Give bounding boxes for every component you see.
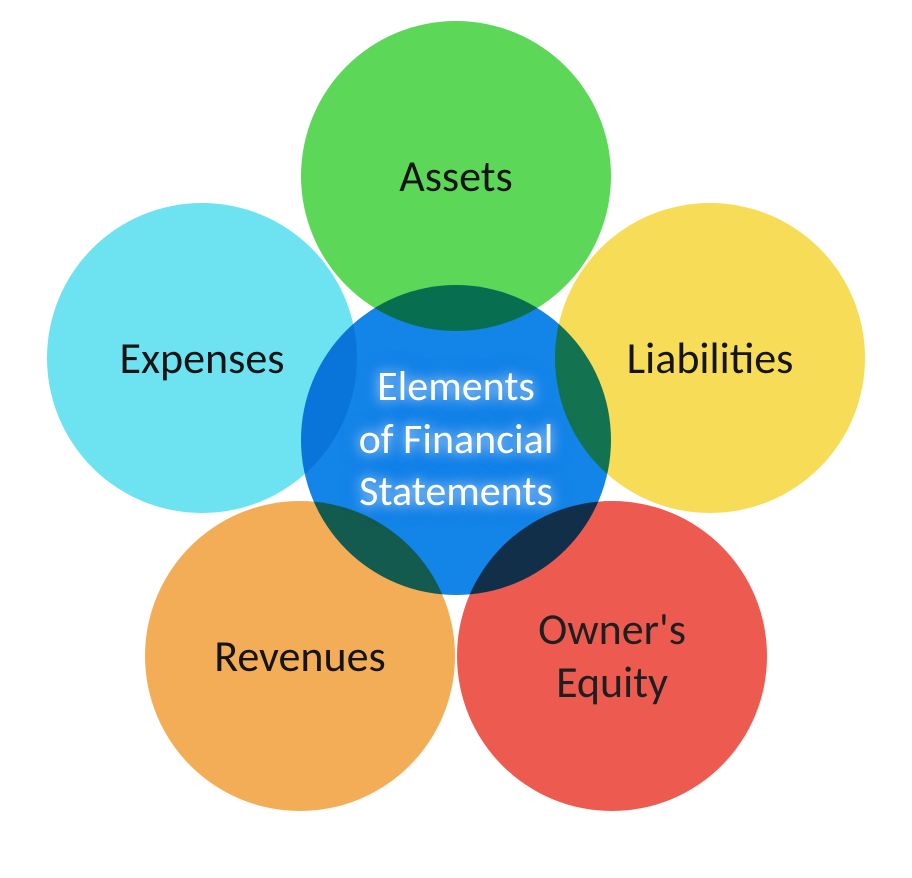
petal-assets: Assets <box>301 21 611 331</box>
petal-label-owners-equity: Owner's Equity <box>538 603 686 709</box>
petal-owners-equity: Owner's Equity <box>457 501 767 811</box>
petal-label-revenues: Revenues <box>214 630 385 683</box>
petal-expenses: Expenses <box>47 203 357 513</box>
petal-label-expenses: Expenses <box>120 332 285 385</box>
center-label: Elements of Financial Statements <box>359 361 554 519</box>
petal-label-assets: Assets <box>399 150 512 203</box>
petal-label-liabilities: Liabilities <box>627 332 794 385</box>
petal-liabilities: Liabilities <box>555 203 865 513</box>
petal-revenues: Revenues <box>145 501 455 811</box>
